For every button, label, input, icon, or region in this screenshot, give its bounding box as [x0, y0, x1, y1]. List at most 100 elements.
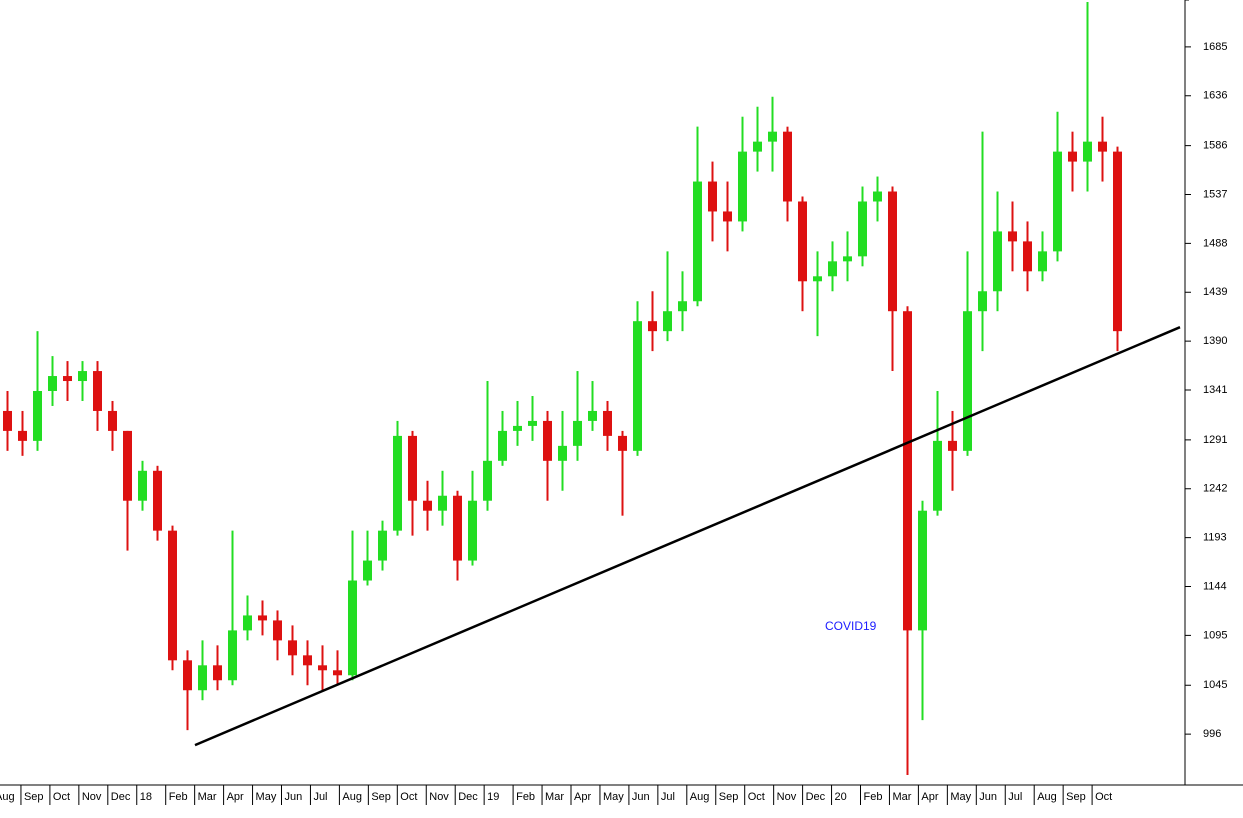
- candle-body: [543, 420, 552, 461]
- candle-body: [903, 311, 912, 631]
- candle-body: [183, 660, 192, 691]
- candle-body: [1098, 141, 1107, 152]
- x-tick-label: Jul: [661, 791, 675, 803]
- candle-body: [1053, 151, 1062, 252]
- candle-body: [753, 141, 762, 152]
- candle-body: [108, 410, 117, 431]
- candle-body: [528, 420, 537, 426]
- x-tick-label: Feb: [516, 791, 535, 803]
- candle-body: [798, 201, 807, 282]
- x-tick-label: Oct: [400, 791, 417, 803]
- candle-body: [18, 430, 27, 441]
- candle-body: [1113, 151, 1122, 332]
- x-tick-label: Mar: [892, 791, 911, 803]
- candle-body: [378, 530, 387, 561]
- candle-body: [873, 191, 882, 202]
- candle-body: [693, 181, 702, 302]
- y-tick-label: 1341: [1203, 384, 1227, 396]
- candle-body: [423, 500, 432, 511]
- x-tick-label: Sep: [371, 791, 391, 803]
- y-tick-label: 1291: [1203, 434, 1227, 446]
- x-tick-label: 19: [487, 791, 499, 803]
- candle-body: [393, 435, 402, 531]
- candle-body: [963, 311, 972, 451]
- candle-body: [828, 261, 837, 277]
- candle-body: [33, 391, 42, 441]
- candle-body: [258, 615, 267, 621]
- candle-body: [468, 500, 477, 561]
- candle-body: [168, 530, 177, 661]
- trendline: [194, 326, 1181, 747]
- candle-body: [678, 301, 687, 312]
- candle-body: [708, 181, 717, 212]
- candle-body: [573, 420, 582, 446]
- x-tick-label: May: [603, 791, 624, 803]
- candle-body: [843, 256, 852, 262]
- candle-body: [303, 655, 312, 666]
- x-tick-label: Aug: [690, 791, 710, 803]
- x-tick-label: Dec: [806, 791, 826, 803]
- candle-body: [1023, 241, 1032, 272]
- candle-body: [228, 630, 237, 681]
- x-tick-label: Jun: [285, 791, 303, 803]
- candle-body: [288, 640, 297, 656]
- candle-body: [588, 410, 597, 421]
- candle-body: [3, 410, 12, 431]
- x-tick-label: Feb: [169, 791, 188, 803]
- candle-body: [948, 440, 957, 451]
- x-tick-label: Apr: [574, 791, 591, 803]
- candle-body: [213, 665, 222, 681]
- y-tick-label: 1488: [1203, 237, 1227, 249]
- candle-body: [558, 445, 567, 461]
- candle-body: [783, 131, 792, 202]
- candle-body: [978, 291, 987, 312]
- candle-body: [933, 440, 942, 511]
- x-tick-label: Jul: [1008, 791, 1022, 803]
- y-tick-label: 1193: [1203, 532, 1227, 544]
- x-tick-label: Aug: [342, 791, 362, 803]
- candle-body: [1008, 231, 1017, 242]
- x-tick-label: 18: [140, 791, 152, 803]
- candle-body: [663, 311, 672, 332]
- y-tick-label: 1636: [1203, 90, 1227, 102]
- candle-body: [888, 191, 897, 312]
- x-tick-label: Sep: [24, 791, 44, 803]
- candle-body: [198, 665, 207, 691]
- candle-body: [243, 615, 252, 631]
- candle-body: [1068, 151, 1077, 162]
- x-tick-label: Jun: [979, 791, 997, 803]
- candle-body: [273, 620, 282, 641]
- y-tick-label: 1045: [1203, 679, 1227, 691]
- candle-body: [333, 670, 342, 676]
- x-tick-label: Dec: [458, 791, 478, 803]
- x-tick-label: Nov: [82, 791, 102, 803]
- y-tick-label: 1537: [1203, 188, 1227, 200]
- candle-body: [513, 425, 522, 431]
- candle-body: [48, 376, 57, 392]
- candle-body: [138, 470, 147, 501]
- candle-body: [348, 580, 357, 676]
- candle-body: [453, 495, 462, 561]
- x-tick-label: Jul: [313, 791, 327, 803]
- x-tick-label: Nov: [429, 791, 449, 803]
- candle-body: [78, 371, 87, 382]
- x-tick-label: Apr: [921, 791, 938, 803]
- x-tick-label: Mar: [198, 791, 217, 803]
- y-tick-label: 1095: [1203, 629, 1227, 641]
- y-tick-label: 1439: [1203, 286, 1227, 298]
- y-tick-label: 1586: [1203, 140, 1227, 152]
- x-tick-label: May: [256, 791, 277, 803]
- candle-body: [858, 201, 867, 257]
- x-tick-label: 20: [835, 791, 847, 803]
- candle-body: [723, 211, 732, 222]
- candle-body: [993, 231, 1002, 292]
- candle-body: [123, 430, 132, 501]
- x-tick-label: Oct: [748, 791, 765, 803]
- candle-body: [498, 430, 507, 461]
- annotation: COVID19: [825, 619, 877, 633]
- candle-body: [648, 321, 657, 332]
- x-tick-label: May: [950, 791, 971, 803]
- x-tick-label: Oct: [1095, 791, 1112, 803]
- candle-body: [618, 435, 627, 451]
